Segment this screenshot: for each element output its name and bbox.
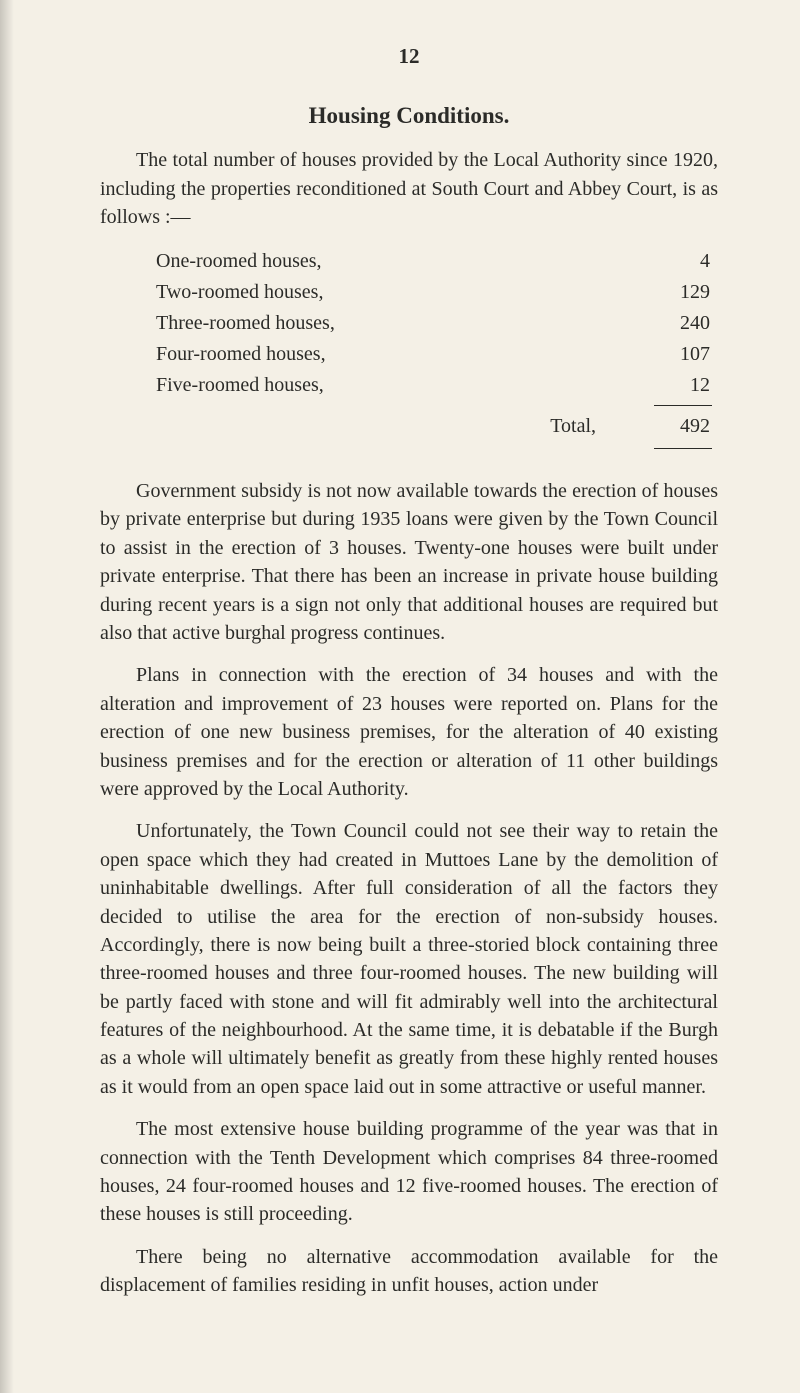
table-row: One-roomed houses, 4 xyxy=(100,246,718,277)
body-paragraph: Plans in connection with the erection of… xyxy=(100,661,718,803)
total-label: Total, xyxy=(550,412,596,440)
row-label: Three-roomed houses, xyxy=(100,308,335,339)
row-label: Five-roomed houses, xyxy=(100,370,324,401)
row-label: One-roomed houses, xyxy=(100,246,322,277)
page-edge-shadow xyxy=(0,0,14,1393)
row-label: Four-roomed houses, xyxy=(100,339,326,370)
body-paragraph: Unfortunately, the Town Council could no… xyxy=(100,817,718,1101)
body-paragraph: Government subsidy is not now available … xyxy=(100,477,718,647)
intro-paragraph: The total number of houses provided by t… xyxy=(100,146,718,231)
row-value: 240 xyxy=(650,308,718,339)
table-row: Four-roomed houses, 107 xyxy=(100,339,718,370)
spacer xyxy=(100,463,718,477)
document-page: 12 Housing Conditions. The total number … xyxy=(0,0,800,1393)
table-total-row: Total, 492 xyxy=(100,412,718,440)
table-row: Five-roomed houses, 12 xyxy=(100,370,718,401)
row-value: 12 xyxy=(650,370,718,401)
page-number: 12 xyxy=(100,42,718,72)
table-row: Two-roomed houses, 129 xyxy=(100,277,718,308)
row-value: 129 xyxy=(650,277,718,308)
table-row: Three-roomed houses, 240 xyxy=(100,308,718,339)
row-value: 4 xyxy=(650,246,718,277)
body-paragraph: The most extensive house building progra… xyxy=(100,1115,718,1229)
row-value: 107 xyxy=(650,339,718,370)
row-label: Two-roomed houses, xyxy=(100,277,323,308)
table-rule-top xyxy=(100,401,718,410)
table-rule-bottom xyxy=(100,444,718,453)
section-title: Housing Conditions. xyxy=(100,100,718,133)
total-value: 492 xyxy=(650,412,710,440)
house-counts-table: One-roomed houses, 4 Two-roomed houses, … xyxy=(100,246,718,453)
body-paragraph: There being no alternative accommodation… xyxy=(100,1243,718,1300)
